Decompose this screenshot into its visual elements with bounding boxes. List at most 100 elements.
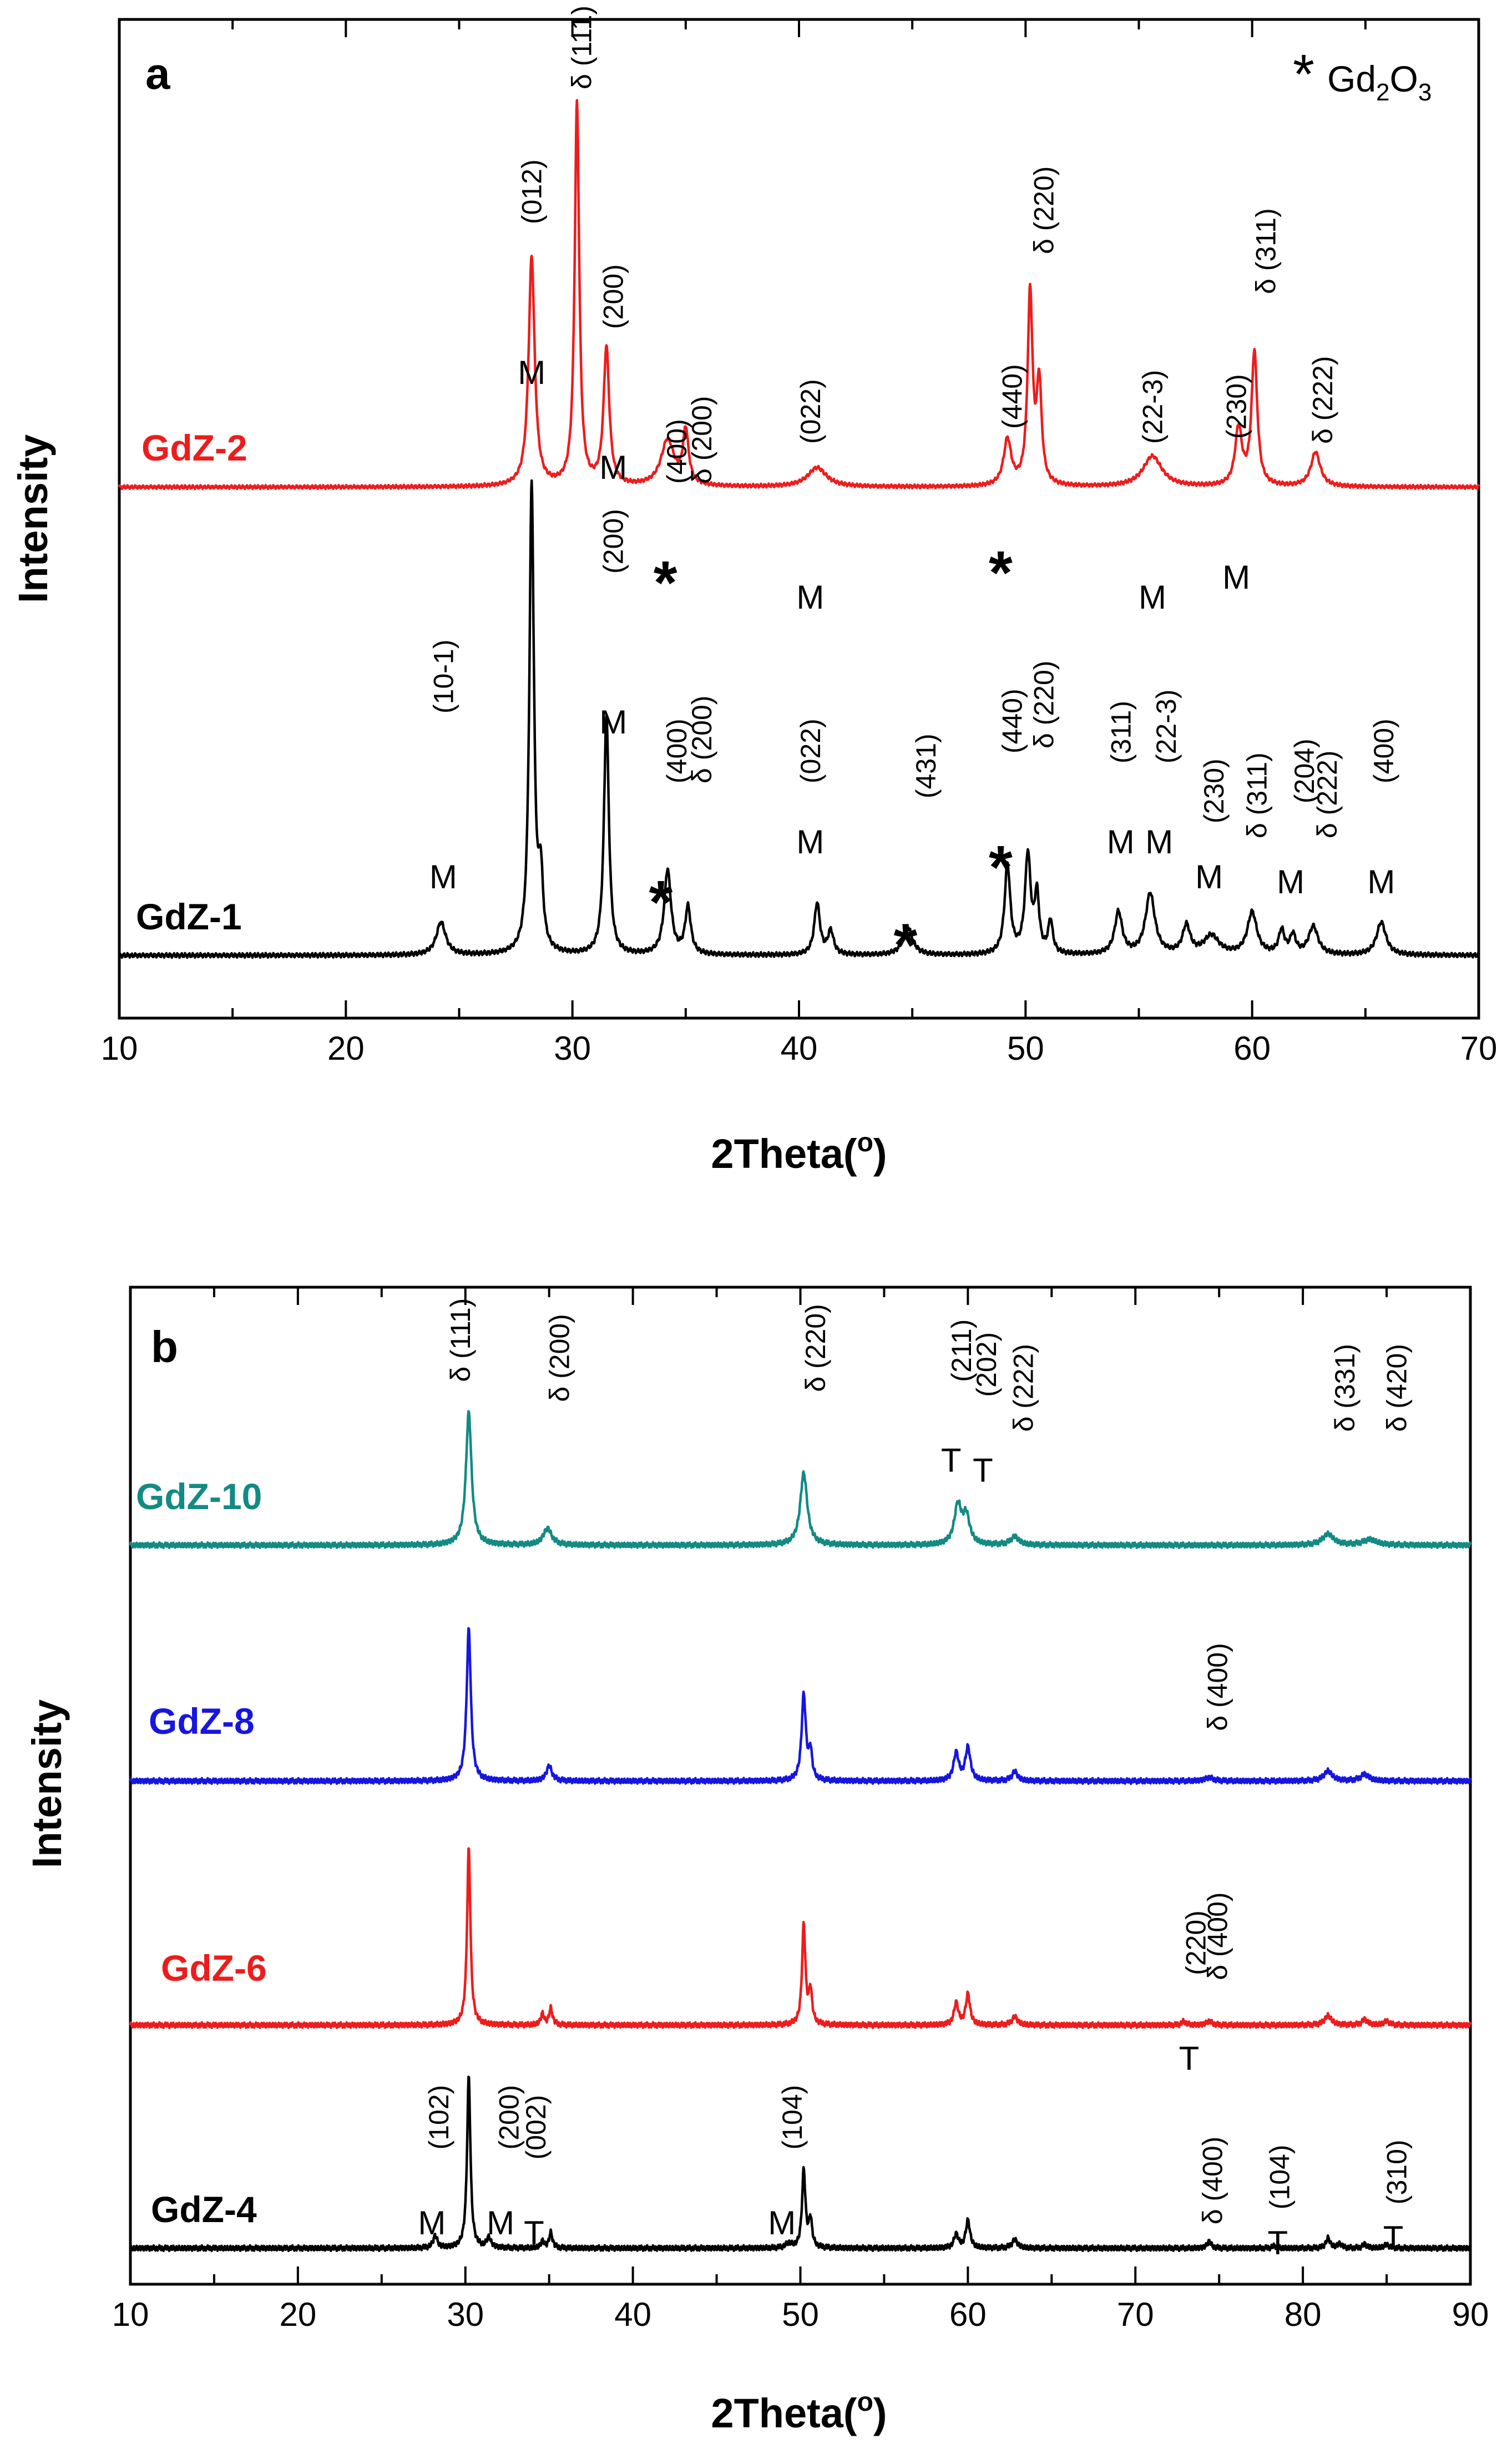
peak-index-label: δ (400) (1202, 1643, 1233, 1731)
x-tick-label: 30 (447, 2296, 484, 2333)
peak-index-label: (022) (795, 719, 826, 783)
peak-index-label: (440) (997, 364, 1028, 429)
panel-a-x-axis-suffix: ) (873, 1131, 887, 1177)
phase-label: M (1277, 863, 1304, 900)
peak-index-label: δ (400) (1202, 1892, 1233, 1980)
gd2o3-marker: * (893, 911, 917, 979)
series-label-gdz-10: GdZ-10 (136, 1476, 262, 1517)
phase-label: M (1107, 823, 1135, 861)
peak-index-label: (310) (1382, 2139, 1413, 2204)
peak-index-label: (102) (423, 2085, 454, 2150)
x-tick-label: 10 (101, 1030, 138, 1067)
panel-a-x-axis-label: 2Theta(o) (711, 1128, 887, 1177)
panel-a-annotations: (10-1)M(012)Mδ (111)(200)M(200)M*(400)δ … (428, 6, 1399, 979)
phase-label: M (1139, 579, 1166, 616)
phase-label: M (599, 449, 627, 486)
x-tick-label: 60 (1233, 1030, 1271, 1067)
peak-index-label: (002) (520, 2095, 552, 2160)
gd2o3-formula: Gd2O3 (1327, 58, 1432, 106)
panel-a-chart: a * Gd2O3 Intensity 2Theta(o) 10 20 30 40 50… (10, 6, 1497, 1177)
gd2o3-marker: * (649, 868, 672, 937)
x-tick-label: 70 (1460, 1030, 1498, 1067)
peak-index-label: (10-1) (428, 640, 459, 714)
series-line-gdz-6 (129, 1847, 1472, 2030)
peak-index-label: (400) (1368, 719, 1399, 783)
x-tick-label: 50 (1007, 1030, 1044, 1067)
series-line-gdz-4 (129, 2075, 1472, 2253)
gd2o3-star: * (1293, 43, 1314, 105)
panel-b-x-axis-prefix: 2Theta( (711, 2390, 857, 2436)
panel-b-y-axis-label: Intensity (24, 1699, 70, 1868)
series-line-gdz-8 (129, 1627, 1472, 1785)
peak-index-label: (230) (1221, 374, 1252, 439)
peak-index-label: δ (420) (1382, 1344, 1413, 1431)
x-tick-label: 20 (280, 2296, 317, 2333)
peak-index-label: (440) (997, 689, 1028, 753)
panel-b-series (129, 1410, 1472, 2253)
gd2o3-marker: * (989, 833, 1013, 902)
peak-index-label: (230) (1198, 758, 1230, 823)
panel-b-chart: b Intensity 2Theta(o) 10 20 30 40 50 60 70 80 90… (24, 1286, 1489, 2436)
x-tick-label: 40 (614, 2296, 651, 2333)
phase-label: T (1267, 2224, 1288, 2261)
series-line-gdz-10 (129, 1410, 1472, 1550)
phase-label: M (418, 2204, 446, 2242)
phase-label: M (429, 858, 457, 895)
peak-index-label: (220) (1180, 1910, 1211, 1975)
peak-index-label: (200) (598, 509, 629, 574)
gd2o3-gd: Gd (1327, 58, 1376, 99)
phase-label: T (1179, 2040, 1200, 2077)
peak-index-label: (104) (777, 2085, 808, 2150)
x-tick-label: 50 (782, 2296, 819, 2333)
gd2o3-marker: * (989, 539, 1013, 607)
gd2o3-legend-note: * Gd2O3 (1293, 43, 1432, 106)
phase-label: M (518, 354, 545, 391)
panel-b-letter: b (151, 1322, 178, 1372)
panel-b-x-axis-suffix: ) (873, 2390, 887, 2436)
gd2o3-sub2: 2 (1376, 79, 1389, 106)
gd2o3-marker: * (654, 549, 677, 617)
phase-label: T (941, 1441, 962, 1479)
peak-index-label: δ (111) (567, 6, 598, 89)
peak-index-label: δ (222) (1307, 356, 1338, 444)
peak-index-label: δ (200) (686, 396, 717, 484)
x-tick-label: 70 (1117, 2296, 1154, 2333)
peak-index-label: (202) (971, 1332, 1002, 1397)
panel-a-x-axis-prefix: 2Theta( (711, 1131, 857, 1177)
series-label-gdz-8: GdZ-8 (149, 1701, 255, 1742)
peak-index-label: (22-3) (1151, 690, 1182, 763)
x-tick-label: 40 (781, 1030, 818, 1067)
x-tick-label: 20 (327, 1030, 365, 1067)
peak-index-label: δ (331) (1329, 1344, 1361, 1431)
peak-index-label: (400) (661, 419, 692, 484)
panel-a-x-axis-degree: o (857, 1128, 873, 1157)
series-label-gdz-1: GdZ-1 (136, 896, 242, 937)
peak-index-label: δ (111) (445, 1298, 476, 1382)
phase-label: T (524, 2214, 544, 2252)
x-tick-label: 30 (554, 1030, 591, 1067)
panel-b-x-axis-label: 2Theta(o) (711, 2387, 887, 2436)
panel-b-x-axis-degree: o (857, 2387, 873, 2417)
x-tick-label: 80 (1285, 2296, 1322, 2333)
peak-index-label: (311) (1105, 701, 1136, 763)
peak-index-label: δ (311) (1241, 752, 1272, 838)
phase-label: T (1383, 2219, 1404, 2256)
peak-index-label: (022) (795, 379, 826, 444)
phase-label: M (768, 2204, 796, 2242)
peak-index-label: δ (200) (686, 696, 717, 783)
series-line-gdz-2 (118, 99, 1480, 490)
peak-index-label: (200) (598, 264, 629, 329)
panel-a-y-axis-label: Intensity (10, 434, 56, 603)
peak-index-label: δ (220) (1029, 661, 1060, 748)
peak-index-label: (431) (911, 733, 942, 798)
peak-index-label: δ (311) (1251, 208, 1282, 294)
gd2o3-sub3: 3 (1418, 79, 1432, 106)
series-label-gdz-6: GdZ-6 (161, 1947, 267, 1989)
peak-index-label: δ (400) (1197, 2137, 1228, 2224)
x-tick-label: 10 (112, 2296, 149, 2333)
series-line-gdz-1 (118, 479, 1480, 959)
phase-label: T (973, 1451, 993, 1489)
phase-label: M (796, 823, 824, 861)
panel-a-series (118, 99, 1480, 959)
